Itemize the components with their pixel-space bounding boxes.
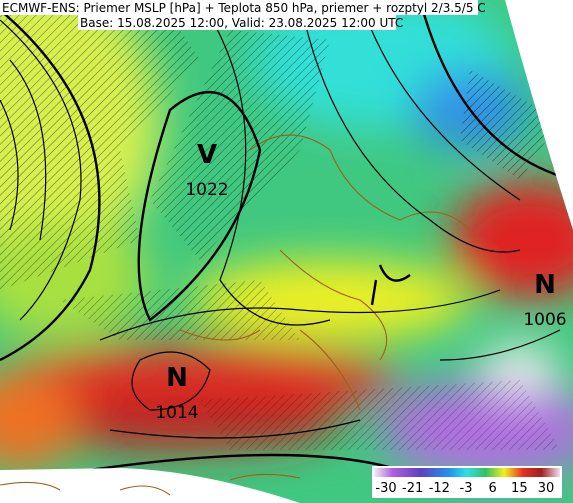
center-letter: N bbox=[534, 270, 556, 300]
center-letter: V bbox=[197, 140, 217, 170]
title-line: ECMWF-ENS: Priemer MSLP [hPa] + Teplota … bbox=[2, 1, 486, 15]
pressure-centers: V 1022 N 1006 N 1014 bbox=[155, 140, 566, 423]
colorbar: -30 -21 -12 -3 6 15 30 bbox=[372, 466, 562, 498]
colorbar-tick-label: 15 bbox=[511, 481, 528, 496]
coastline bbox=[0, 473, 301, 496]
title: ECMWF-ENS: Priemer MSLP [hPa] + Teplota … bbox=[0, 0, 486, 30]
title-line: Base: 15.08.2025 12:00, Valid: 23.08.202… bbox=[80, 16, 403, 30]
center-value: 1006 bbox=[523, 310, 566, 330]
colorbar-tick-label: -12 bbox=[429, 481, 450, 496]
colorbar-tick-label: -21 bbox=[402, 481, 423, 496]
colorbar-tick-label: -30 bbox=[375, 481, 396, 496]
colorbar-tick-label: 30 bbox=[538, 481, 555, 496]
center-value: 1022 bbox=[185, 180, 228, 200]
colorbar-tick-label: -3 bbox=[460, 481, 473, 496]
colorbar-tick-label: 6 bbox=[489, 481, 497, 496]
center-letter: N bbox=[166, 363, 188, 393]
center-value: 1014 bbox=[155, 403, 198, 423]
